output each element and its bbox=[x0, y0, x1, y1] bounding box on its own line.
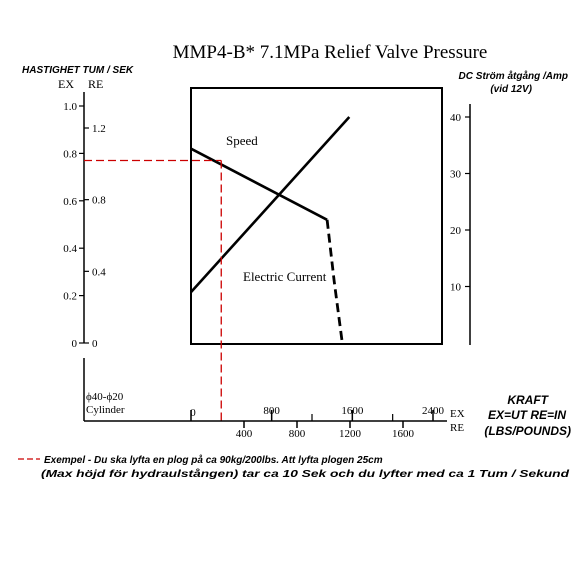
bottom-ex-tick-label: 2400 bbox=[422, 405, 445, 417]
example-guide bbox=[84, 159, 222, 421]
right-tick-label: 10 bbox=[450, 282, 462, 294]
bottom-re-label: RE bbox=[450, 422, 464, 434]
right-tick-label: 40 bbox=[450, 112, 462, 124]
left-re-tick-label: 0.8 bbox=[92, 195, 106, 207]
cylinder-size: ϕ40-ϕ20 bbox=[86, 391, 124, 403]
bottom-ex-tick-label: 800 bbox=[263, 405, 280, 417]
bottom-re-tick-label: 1200 bbox=[339, 428, 362, 440]
bottom-re-tick-label: 1600 bbox=[392, 428, 415, 440]
left-ex-tick-label: 0.2 bbox=[63, 291, 77, 303]
left-re-label: RE bbox=[88, 77, 103, 91]
bottom-ex-label: EX bbox=[450, 408, 465, 420]
right-tick-label: 30 bbox=[450, 169, 462, 181]
speed-series-line bbox=[190, 147, 328, 221]
right-tick-label: 20 bbox=[450, 225, 462, 237]
left-re-tick-label: 1.2 bbox=[92, 123, 106, 135]
bottom-re-tick-label: 800 bbox=[289, 428, 306, 440]
left-ex-label: EX bbox=[58, 77, 74, 91]
right-axis-ticks: 10 20 30 40 bbox=[450, 112, 470, 294]
left-re-ticks: 0 0.4 0.8 1.2 bbox=[84, 123, 106, 350]
left-re-tick-label: 0 bbox=[92, 338, 98, 350]
plot-frame bbox=[190, 87, 443, 345]
left-ex-tick-label: 0 bbox=[72, 338, 78, 350]
left-axis-title: HASTIGHET TUM / SEK bbox=[22, 65, 134, 76]
left-re-tick-label: 0.4 bbox=[92, 266, 106, 278]
kraft-unit: (LBS/POUNDS) bbox=[484, 424, 571, 438]
bottom-re-tick-label: 400 bbox=[236, 428, 253, 440]
left-ex-tick-label: 0.8 bbox=[63, 148, 77, 160]
left-ex-tick-label: 0.4 bbox=[63, 243, 77, 255]
right-axis-title: DC Ström åtgång /Amp bbox=[459, 70, 568, 82]
kraft-title: KRAFT bbox=[507, 393, 549, 407]
left-ex-tick-label: 0.6 bbox=[63, 196, 77, 208]
chart-title: MMP4-B* 7.1MPa Relief Valve Pressure bbox=[173, 42, 488, 63]
cylinder-label: Cylinder bbox=[86, 404, 125, 416]
kraft-ex-re: EX=UT RE=IN bbox=[488, 408, 566, 422]
electric-current-label: Electric Current bbox=[243, 269, 327, 284]
speed-label: Speed bbox=[226, 133, 258, 148]
left-ex-tick-label: 1.0 bbox=[63, 101, 77, 113]
electric-current-series-line bbox=[190, 116, 351, 293]
left-ex-ticks: 0 0.2 0.4 0.6 0.8 1.0 bbox=[63, 101, 84, 350]
series-layer bbox=[190, 116, 351, 344]
example-text-line2: (Max höjd för hydraulstången) tar ca 10 … bbox=[41, 468, 570, 480]
bottom-ex-tick-label: 0 bbox=[190, 407, 196, 419]
bottom-ex-tick-label: 1600 bbox=[341, 405, 364, 417]
right-axis-subtitle: (vid 12V) bbox=[490, 84, 532, 95]
speed-series-line-dashed bbox=[325, 219, 344, 344]
bottom-axis-ticks: 0 800 1600 2400 400 800 1200 1600 bbox=[190, 405, 445, 440]
example-text-line1: Exempel - Du ska lyfta en plog på ca 90k… bbox=[44, 454, 383, 466]
